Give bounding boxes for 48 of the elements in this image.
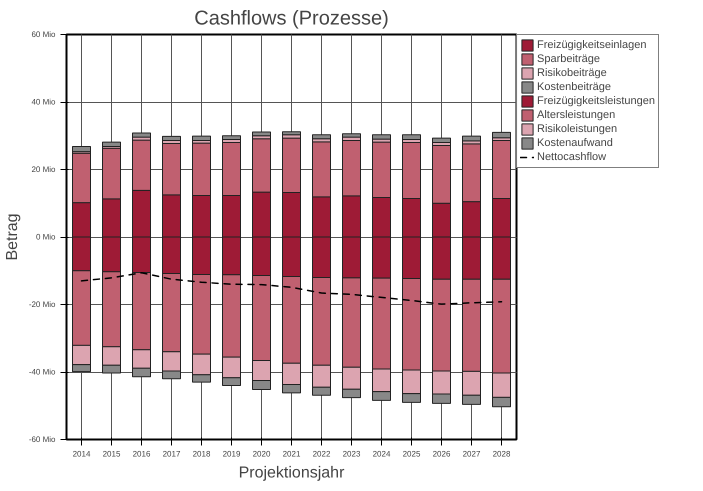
y-tick-label: 0 Mio bbox=[36, 232, 56, 242]
x-tick-label: 2022 bbox=[312, 450, 331, 458]
line-series bbox=[80, 272, 502, 305]
legend-label: Risikobeiträge bbox=[537, 66, 607, 80]
legend-label: Kostenbeiträge bbox=[537, 80, 611, 94]
y-tick-label: -60 Mio bbox=[28, 435, 56, 444]
chart-title: Cashflows (Prozesse) bbox=[194, 8, 389, 30]
bar bbox=[192, 136, 211, 141]
y-tick-label: 40 Mio bbox=[31, 98, 56, 106]
x-tick-label: 2026 bbox=[432, 450, 451, 458]
x-tick-label: 2017 bbox=[162, 450, 181, 458]
bar bbox=[282, 131, 301, 136]
legend-label: Freizügigkeitseinlagen bbox=[537, 38, 646, 52]
y-axis-title: Betrag bbox=[4, 213, 21, 261]
bar bbox=[462, 136, 481, 142]
y-tick-label: -20 Mio bbox=[28, 300, 56, 309]
x-tick-label: 2018 bbox=[192, 450, 211, 458]
bar bbox=[312, 134, 331, 140]
bar bbox=[372, 134, 391, 140]
legend-label: Freizügigkeitsleistungen bbox=[537, 94, 656, 108]
x-tick-label: 2024 bbox=[372, 450, 391, 458]
x-tick-label: 2019 bbox=[222, 450, 241, 458]
bar bbox=[132, 132, 151, 138]
legend-label: Nettocashflow bbox=[537, 150, 606, 164]
x-tick-label: 2015 bbox=[102, 450, 121, 458]
bar bbox=[222, 135, 241, 140]
legend-label: Risikoleistungen bbox=[537, 122, 618, 136]
bar bbox=[252, 132, 271, 136]
x-tick-label: 2020 bbox=[252, 450, 271, 458]
x-tick-label: 2021 bbox=[282, 450, 301, 458]
bar bbox=[402, 134, 421, 140]
y-tick-label: -40 Mio bbox=[28, 368, 56, 376]
bar bbox=[432, 138, 451, 143]
x-tick-label: 2016 bbox=[132, 450, 151, 458]
x-axis-title: Projektionsjahr bbox=[238, 464, 346, 482]
bar bbox=[492, 132, 511, 138]
x-tick-label: 2028 bbox=[492, 450, 511, 458]
bar bbox=[342, 133, 361, 138]
legend-label: Altersleistungen bbox=[537, 108, 616, 122]
bar bbox=[162, 136, 181, 141]
x-tick-label: 2027 bbox=[462, 450, 481, 458]
x-tick-label: 2023 bbox=[342, 450, 361, 458]
y-tick-label: 20 Mio bbox=[31, 165, 56, 174]
x-tick-label: 2025 bbox=[402, 450, 421, 458]
legend-label: Kostenaufwand bbox=[537, 136, 613, 150]
y-tick-label: 60 Mio bbox=[31, 30, 56, 39]
legend-label: Sparbeiträge bbox=[537, 52, 600, 66]
x-tick-label: 2014 bbox=[72, 450, 91, 458]
